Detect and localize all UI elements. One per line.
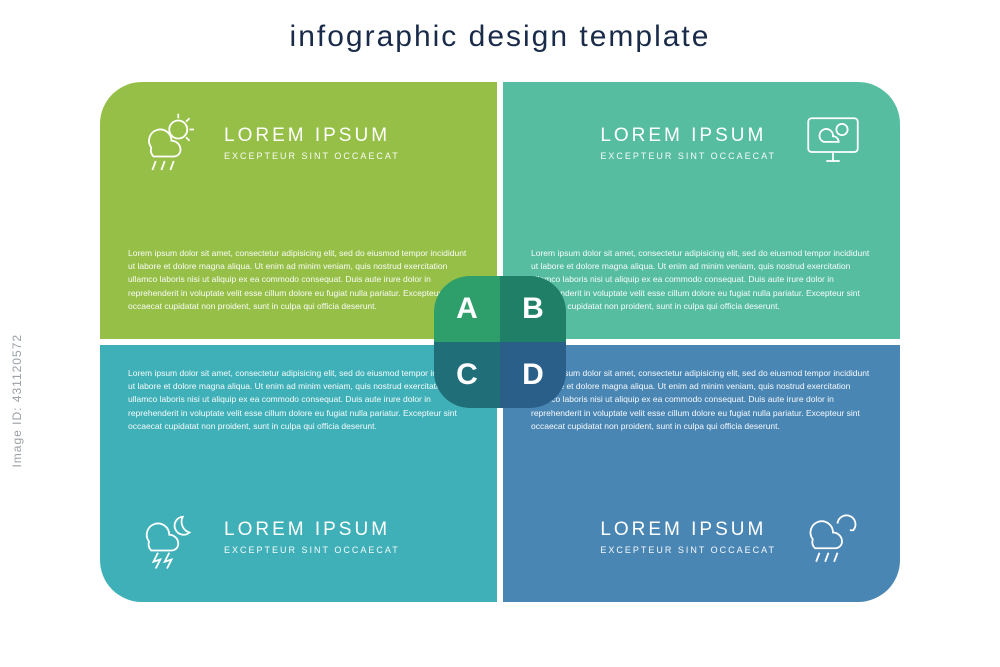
card-b-heading: LOREM IPSUM	[600, 125, 776, 147]
monitor-weather-icon	[794, 104, 872, 182]
watermark-text: Image ID: 431120572	[10, 334, 24, 468]
card-c-header: LOREM IPSUM EXCEPTEUR SINT OCCAECAT	[100, 476, 497, 602]
card-b-sub: EXCEPTEUR SINT OCCAECAT	[600, 151, 776, 161]
card-c-heading: LOREM IPSUM	[224, 519, 400, 541]
clouds-rain-icon	[794, 498, 872, 576]
card-a-sub: EXCEPTEUR SINT OCCAECAT	[224, 151, 400, 161]
card-a: LOREM IPSUM EXCEPTEUR SINT OCCAECAT Lore…	[100, 82, 497, 339]
card-d-sub: EXCEPTEUR SINT OCCAECAT	[600, 545, 776, 555]
moon-cloud-storm-icon	[128, 498, 206, 576]
sun-cloud-rain-icon	[128, 104, 206, 182]
badge-a: A	[434, 276, 500, 342]
card-b: LOREM IPSUM EXCEPTEUR SINT OCCAECAT Lore…	[503, 82, 900, 339]
card-a-heading: LOREM IPSUM	[224, 125, 400, 147]
card-d-heading: LOREM IPSUM	[600, 519, 776, 541]
card-d-header: LOREM IPSUM EXCEPTEUR SINT OCCAECAT	[503, 476, 900, 602]
page-title: infographic design template	[0, 20, 1000, 54]
card-b-header: LOREM IPSUM EXCEPTEUR SINT OCCAECAT	[503, 82, 900, 192]
card-c-sub: EXCEPTEUR SINT OCCAECAT	[224, 545, 400, 555]
card-grid: LOREM IPSUM EXCEPTEUR SINT OCCAECAT Lore…	[100, 82, 900, 602]
card-c: Lorem ipsum dolor sit amet, consectetur …	[100, 345, 497, 602]
card-d: Lorem ipsum dolor sit amet, consectetur …	[503, 345, 900, 602]
card-a-header: LOREM IPSUM EXCEPTEUR SINT OCCAECAT	[100, 82, 497, 192]
